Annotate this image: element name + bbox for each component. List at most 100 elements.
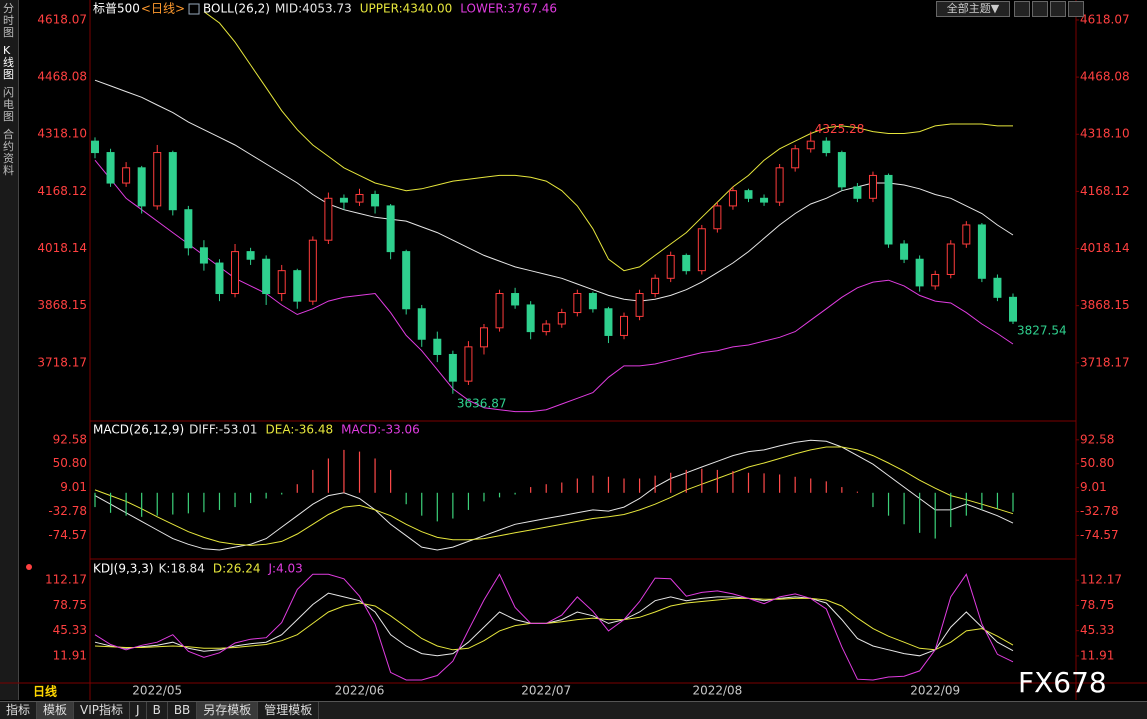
y-tick-label-right: 78.75 xyxy=(1080,598,1114,612)
candle-body xyxy=(713,205,722,230)
y-tick-label: -74.57 xyxy=(48,528,87,542)
legend-name: D: xyxy=(213,562,226,576)
legend-value: 26.24 xyxy=(226,562,260,576)
x-tick-label: 2022/08 xyxy=(692,684,742,698)
icon-button[interactable] xyxy=(1068,1,1084,17)
candle-body xyxy=(277,270,286,295)
icon-button[interactable] xyxy=(1014,1,1030,17)
y-tick-label-right: 4618.07 xyxy=(1080,12,1130,26)
y-tick-label-right: 50.80 xyxy=(1080,456,1114,470)
bottom-tab[interactable]: 另存模板 xyxy=(197,702,259,719)
y-tick-label-right: -74.57 xyxy=(1080,528,1119,542)
sidebar-tab[interactable]: 闪电图 xyxy=(3,86,14,123)
legend-value: -53.01 xyxy=(219,423,258,437)
indicator-name: MACD(26,12,9) xyxy=(93,423,184,437)
panel xyxy=(94,439,1014,551)
y-tick-label: 4618.07 xyxy=(37,12,87,26)
sidebar-tab[interactable]: 分时图 xyxy=(3,2,14,39)
y-tick-label: 92.58 xyxy=(53,432,87,446)
indicator-name: BOLL(26,2) xyxy=(203,2,270,16)
candle-body xyxy=(199,247,208,264)
candle-body xyxy=(791,148,800,169)
candle-body xyxy=(931,273,940,287)
candle-body xyxy=(837,152,846,188)
y-tick-label: 112.17 xyxy=(45,573,87,587)
icon-button[interactable] xyxy=(1050,1,1066,17)
bottom-tab[interactable]: 管理模板 xyxy=(258,702,320,719)
candle-body xyxy=(962,224,971,245)
period-button[interactable]: 日线 xyxy=(33,684,57,699)
candle-body xyxy=(822,140,831,154)
sidebar-tab[interactable]: 合约资料 xyxy=(3,128,14,177)
candle-body xyxy=(184,209,193,249)
candle-body xyxy=(526,304,535,333)
candle-body xyxy=(573,293,582,314)
y-tick-label: 50.80 xyxy=(53,456,87,470)
legend-value: 4053.73 xyxy=(302,2,352,16)
candle-body xyxy=(153,152,162,207)
legend-name: MID: xyxy=(275,2,302,16)
y-tick-label: 11.91 xyxy=(53,648,87,662)
chart: 日线 FX678 4618.07 4618.07 4468.08 4468.08 431… xyxy=(0,0,1147,700)
legend-name: MACD: xyxy=(341,423,381,437)
candle-body xyxy=(448,353,457,382)
legend-name: UPPER: xyxy=(360,2,403,16)
y-tick-label: 45.33 xyxy=(53,623,87,637)
theme-button[interactable]: 全部主题▼ xyxy=(936,1,1010,17)
y-tick-label: -32.78 xyxy=(48,504,87,518)
candle-body xyxy=(386,205,395,253)
legend-value: -36.48 xyxy=(294,423,333,437)
y-tick-label-right: 3868.15 xyxy=(1080,298,1130,312)
candle-body xyxy=(853,186,862,199)
candle-body xyxy=(900,243,909,260)
legend-value: 4.03 xyxy=(276,562,303,576)
legend-name: J: xyxy=(267,562,276,576)
candle-body xyxy=(511,293,520,306)
bottom-tab[interactable]: B xyxy=(147,702,168,719)
y-tick-label: 3718.17 xyxy=(37,355,87,369)
panel xyxy=(94,573,1014,681)
bottom-tab[interactable]: 指标 xyxy=(0,702,38,719)
candle-body xyxy=(215,262,224,295)
legend-value: -33.06 xyxy=(381,423,420,437)
candle-body xyxy=(479,327,488,348)
bottom-tab[interactable]: 模板 xyxy=(37,702,75,719)
x-tick-label: 2022/09 xyxy=(910,684,960,698)
bottom-tab[interactable]: BB xyxy=(168,702,198,719)
bottom-bar: 指标 模板 VIP指标 J B BB 另存模板 管理模板 xyxy=(0,701,1147,719)
icon-button[interactable] xyxy=(1032,1,1048,17)
indicator-line xyxy=(94,597,1014,651)
indicator-line xyxy=(94,592,1014,657)
y-tick-label-right: 4468.08 xyxy=(1080,70,1130,84)
candle-body xyxy=(324,197,333,241)
candle-body xyxy=(620,315,629,336)
candle-body xyxy=(246,251,255,260)
bottom-tab[interactable]: J xyxy=(130,702,147,719)
candle-body xyxy=(417,308,426,340)
y-tick-label: 4468.08 xyxy=(37,70,87,84)
candle-body xyxy=(884,174,893,245)
period-label: <日线> xyxy=(141,2,185,16)
candle-body xyxy=(262,258,271,295)
candle-body xyxy=(308,239,317,302)
y-tick-label-right: 92.58 xyxy=(1080,432,1114,446)
candle-body xyxy=(760,197,769,203)
y-tick-label: 3868.15 xyxy=(37,298,87,312)
y-tick-label-right: 45.33 xyxy=(1080,623,1114,637)
x-tick-label: 2022/05 xyxy=(132,684,182,698)
candle-body xyxy=(666,254,675,279)
sidebar-tab[interactable]: K线图 xyxy=(3,44,14,81)
bottom-tab[interactable]: VIP指标 xyxy=(74,702,131,719)
y-tick-label: 4018.14 xyxy=(37,241,87,255)
candle-body xyxy=(946,243,955,275)
candle-body xyxy=(168,152,177,211)
y-tick-label: 4318.10 xyxy=(37,127,87,141)
x-tick-label: 2022/06 xyxy=(335,684,385,698)
sidebar: 分时图 K线图 闪电图 合约资料 xyxy=(0,0,19,700)
last-label: 3827.54 xyxy=(1017,324,1067,338)
candle-body xyxy=(588,293,597,310)
legend-value: 18.84 xyxy=(170,562,204,576)
indicator-line xyxy=(203,12,1013,272)
candle-body xyxy=(806,140,815,150)
